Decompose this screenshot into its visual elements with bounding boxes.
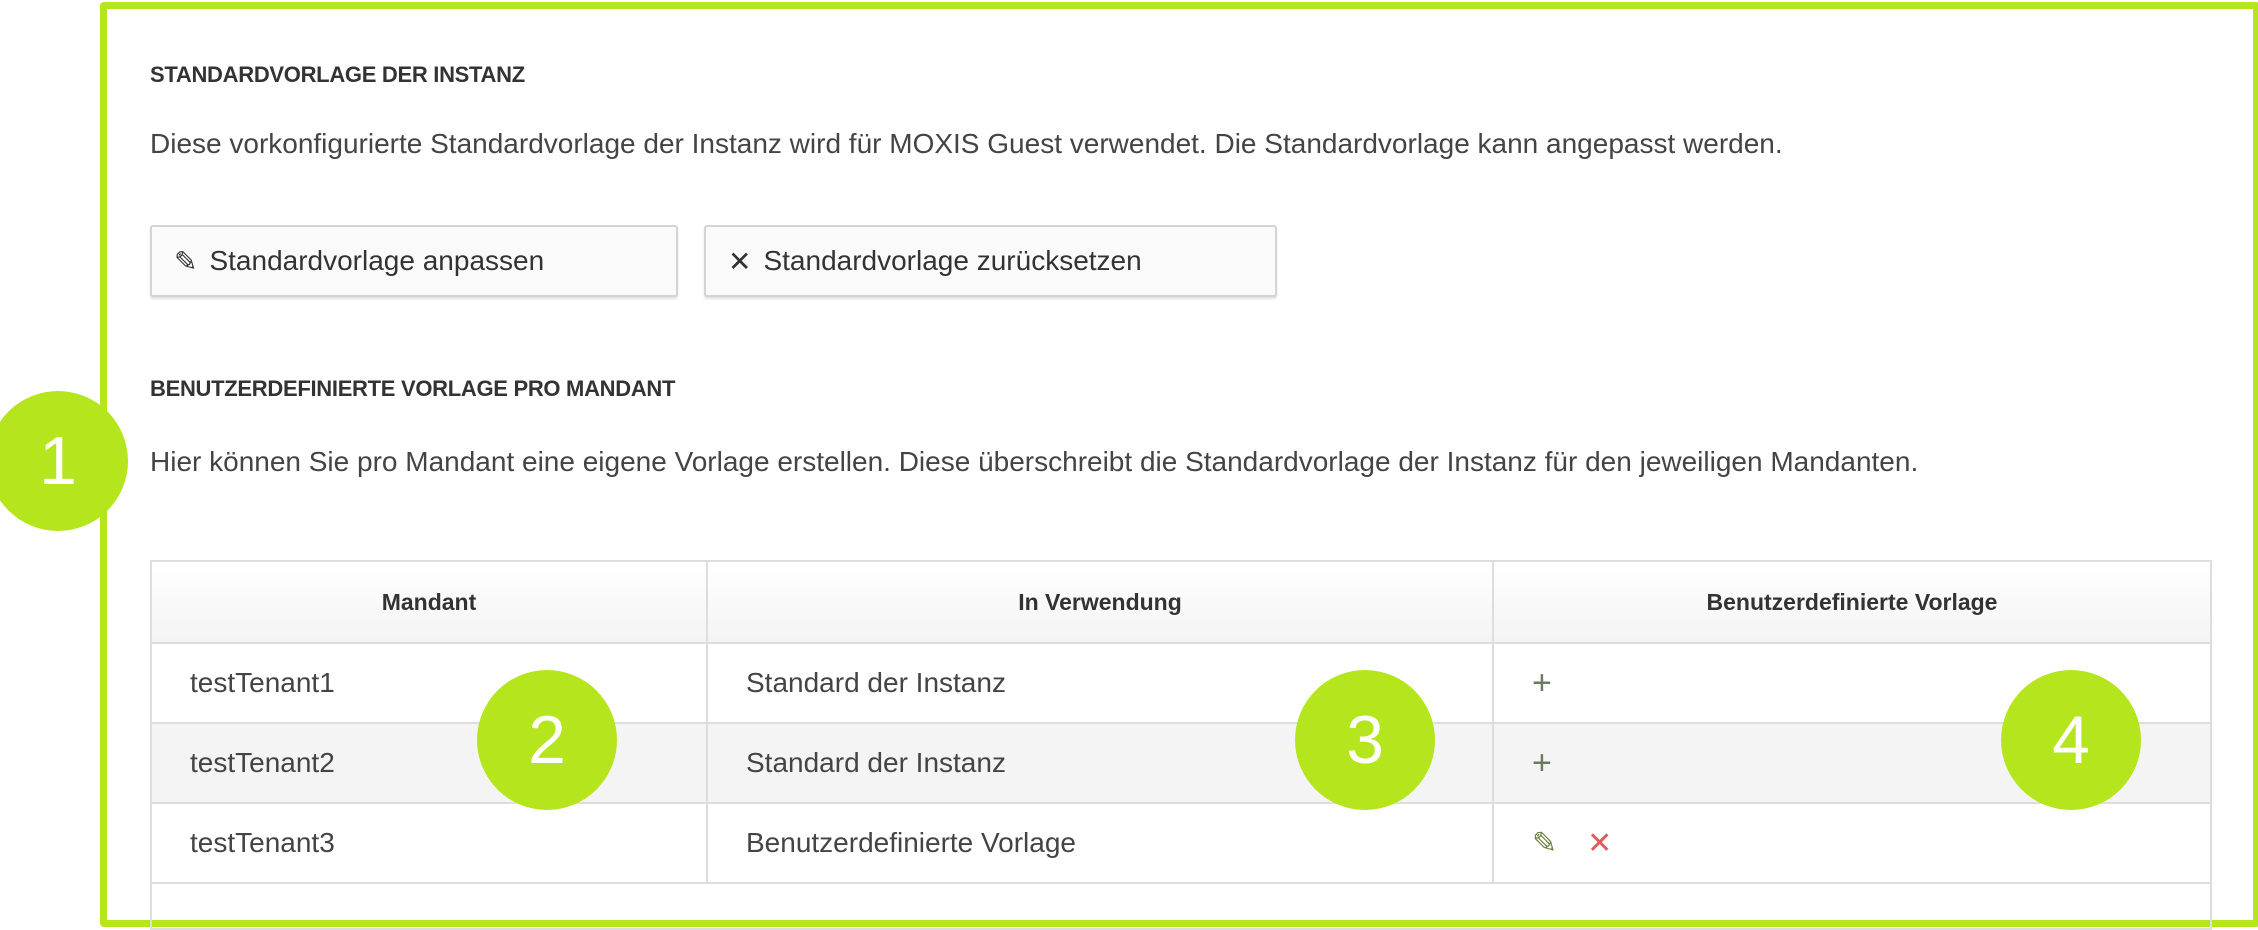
- column-header-in-use: In Verwendung: [706, 560, 1494, 644]
- custom-template-description: Hier können Sie pro Mandant eine eigene …: [150, 446, 1919, 477]
- callout-badge: 2: [477, 670, 617, 810]
- table-header-row: Mandant In Verwendung Benutzerdefinierte…: [150, 560, 2212, 644]
- edit-default-template-button[interactable]: ✎ Standardvorlage anpassen: [150, 225, 678, 297]
- callout-badge: 1: [0, 391, 128, 531]
- edit-default-template-label: Standardvorlage anpassen: [209, 245, 545, 276]
- tenant-template-table: Mandant In Verwendung Benutzerdefinierte…: [150, 560, 2212, 930]
- column-header-custom-template: Benutzerdefinierte Vorlage: [1492, 560, 2212, 644]
- reset-default-template-button[interactable]: ✕ Standardvorlage zurücksetzen: [704, 225, 1277, 297]
- pencil-icon: ✎: [174, 245, 198, 277]
- default-template-heading: STANDARDVORLAGE DER INSTANZ: [150, 62, 525, 87]
- table-row: testTenant1 Standard der Instanz +: [150, 642, 2212, 724]
- callout-badge: 3: [1295, 670, 1435, 810]
- tenant-cell: testTenant3: [150, 802, 708, 884]
- plus-icon[interactable]: +: [1532, 743, 1552, 782]
- callout-badge: 4: [2001, 670, 2141, 810]
- default-template-description: Diese vorkonfigurierte Standardvorlage d…: [150, 128, 1783, 159]
- plus-icon[interactable]: +: [1532, 663, 1552, 702]
- reset-default-template-label: Standardvorlage zurücksetzen: [763, 245, 1142, 276]
- custom-template-heading: BENUTZERDEFINIERTE VORLAGE PRO MANDANT: [150, 376, 676, 401]
- table-row: testTenant3 Benutzerdefinierte Vorlage ✎…: [150, 802, 2212, 884]
- column-header-tenant: Mandant: [150, 560, 708, 644]
- close-icon: ✕: [728, 245, 752, 277]
- pencil-icon[interactable]: ✎: [1532, 826, 1558, 860]
- actions-cell: ✎ ✕: [1492, 802, 2212, 884]
- tenant-cell: testTenant1: [150, 642, 708, 724]
- table-row: testTenant2 Standard der Instanz +: [150, 722, 2212, 804]
- in-use-cell: Benutzerdefinierte Vorlage: [706, 802, 1494, 884]
- tenant-cell: testTenant2: [150, 722, 708, 804]
- close-icon[interactable]: ✕: [1587, 826, 1613, 860]
- table-empty-row: [151, 882, 2211, 929]
